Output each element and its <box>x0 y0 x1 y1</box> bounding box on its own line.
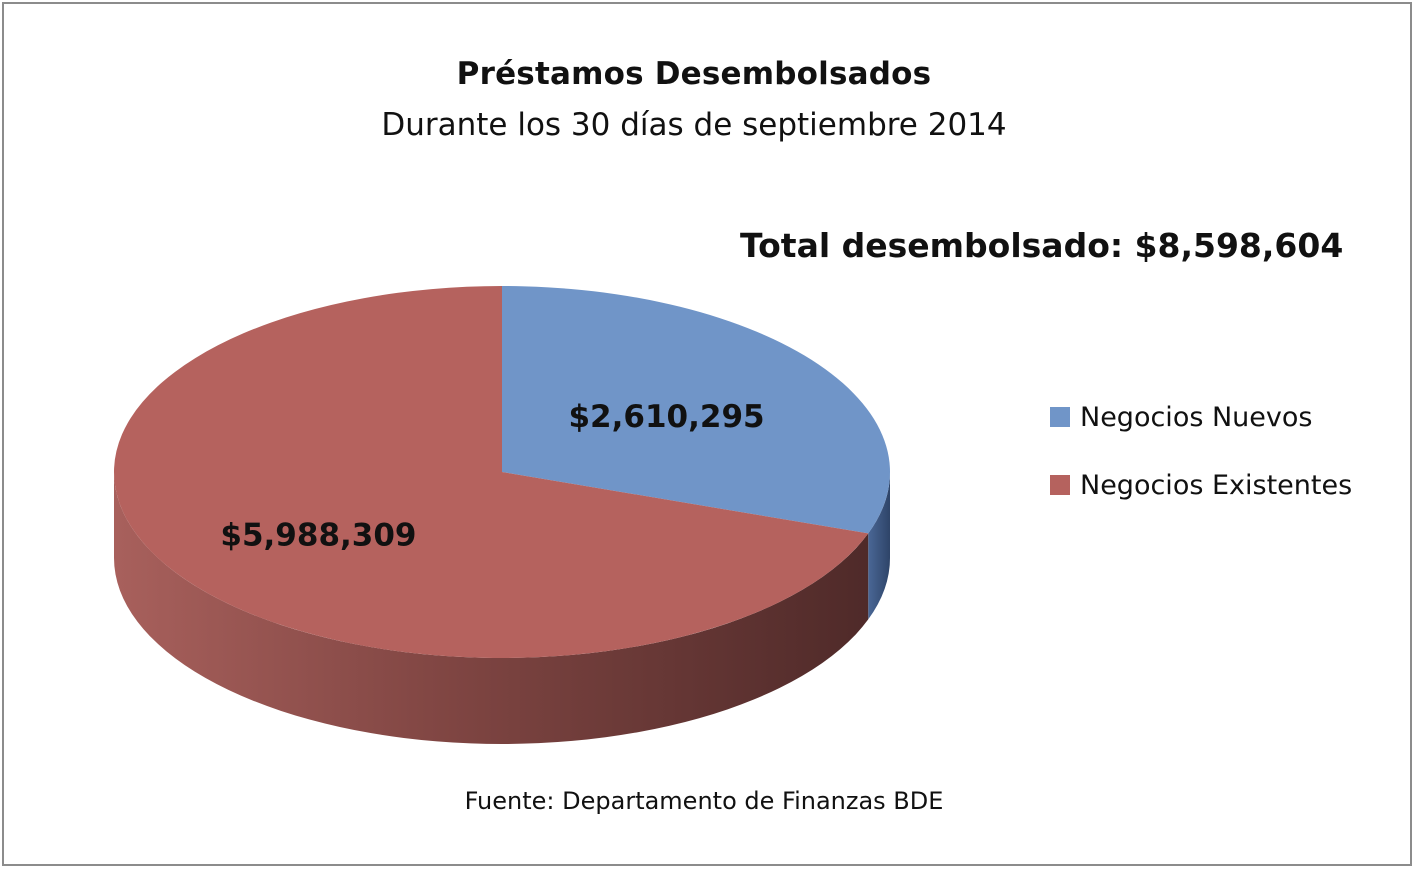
data-label-negocios-nuevos: $2,610,295 <box>568 399 764 435</box>
legend-label-negocios-existentes: Negocios Existentes <box>1080 469 1353 501</box>
legend-item-negocios-existentes: Negocios Existentes <box>1050 466 1352 504</box>
pie-slice-negocios-existentes <box>114 286 869 658</box>
legend-item-negocios-nuevos: Negocios Nuevos <box>1050 398 1352 436</box>
legend-swatch-negocios-nuevos <box>1050 407 1070 427</box>
chart-source: Fuente: Departamento de Finanzas BDE <box>464 787 944 815</box>
pie-sides <box>114 472 890 745</box>
chart-legend: Negocios Nuevos Negocios Existentes <box>1050 398 1352 534</box>
legend-swatch-negocios-existentes <box>1050 475 1070 495</box>
chart-title: Préstamos Desembolsados <box>456 56 932 92</box>
pie-slice-negocios-nuevos <box>502 286 891 534</box>
pie-side-negocios-nuevos <box>868 472 890 620</box>
legend-label-negocios-nuevos: Negocios Nuevos <box>1080 401 1313 433</box>
pie-side-negocios-existentes <box>114 472 869 745</box>
total-annotation: Total desembolsado: $8,598,604 <box>740 226 1344 265</box>
chart-subtitle: Durante los 30 días de septiembre 2014 <box>381 107 1007 143</box>
pie-labels: $2,610,295 $5,988,309 <box>220 399 764 553</box>
data-label-negocios-existentes: $5,988,309 <box>220 517 416 553</box>
pie-tops <box>114 286 891 658</box>
